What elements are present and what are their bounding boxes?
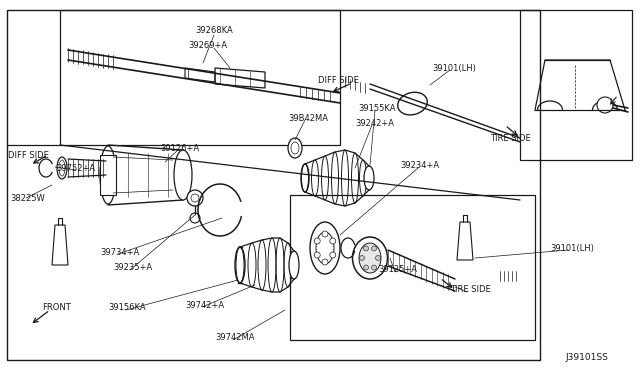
Ellipse shape xyxy=(174,150,192,200)
Circle shape xyxy=(314,252,320,258)
Circle shape xyxy=(597,97,613,113)
Text: TIRE SIDE: TIRE SIDE xyxy=(490,134,531,142)
Text: 39101(LH): 39101(LH) xyxy=(550,244,594,253)
Text: 39268KA: 39268KA xyxy=(195,26,233,35)
Text: 39B42MA: 39B42MA xyxy=(288,113,328,122)
Text: 39734+A: 39734+A xyxy=(100,247,140,257)
Text: 38225W: 38225W xyxy=(10,193,45,202)
Text: 39156KA: 39156KA xyxy=(108,304,146,312)
Text: 39155KA: 39155KA xyxy=(358,103,396,112)
Text: 39234+A: 39234+A xyxy=(400,160,439,170)
Circle shape xyxy=(322,259,328,265)
Ellipse shape xyxy=(310,222,340,274)
Text: 39742MA: 39742MA xyxy=(215,334,255,343)
Text: 39269+A: 39269+A xyxy=(188,41,227,49)
Text: 39126+A: 39126+A xyxy=(160,144,199,153)
Ellipse shape xyxy=(288,138,302,158)
Circle shape xyxy=(330,238,336,244)
Circle shape xyxy=(330,252,336,258)
Text: J39101SS: J39101SS xyxy=(565,353,608,362)
Text: 39752+A: 39752+A xyxy=(56,164,95,173)
Circle shape xyxy=(360,256,365,260)
Text: 39742+A: 39742+A xyxy=(185,301,224,310)
Circle shape xyxy=(190,213,200,223)
Text: TIRE SIDE: TIRE SIDE xyxy=(450,285,491,295)
Ellipse shape xyxy=(397,92,428,115)
Ellipse shape xyxy=(353,237,387,279)
Circle shape xyxy=(187,190,203,206)
Ellipse shape xyxy=(359,243,381,273)
Circle shape xyxy=(364,246,369,251)
Ellipse shape xyxy=(289,251,299,279)
Circle shape xyxy=(322,231,328,237)
Text: 39242+A: 39242+A xyxy=(355,119,394,128)
Circle shape xyxy=(364,265,369,270)
Text: 39235+A: 39235+A xyxy=(113,263,152,273)
Text: DIFF SIDE: DIFF SIDE xyxy=(8,151,49,160)
Circle shape xyxy=(371,246,376,251)
Ellipse shape xyxy=(364,166,374,190)
Text: 39101(LH): 39101(LH) xyxy=(432,64,476,73)
Polygon shape xyxy=(100,155,116,195)
Text: FRONT: FRONT xyxy=(42,304,71,312)
Text: DIFF SIDE: DIFF SIDE xyxy=(318,76,359,84)
Circle shape xyxy=(314,238,320,244)
Text: 39125+A: 39125+A xyxy=(378,266,417,275)
Circle shape xyxy=(371,265,376,270)
Ellipse shape xyxy=(100,146,116,204)
Circle shape xyxy=(376,256,381,260)
